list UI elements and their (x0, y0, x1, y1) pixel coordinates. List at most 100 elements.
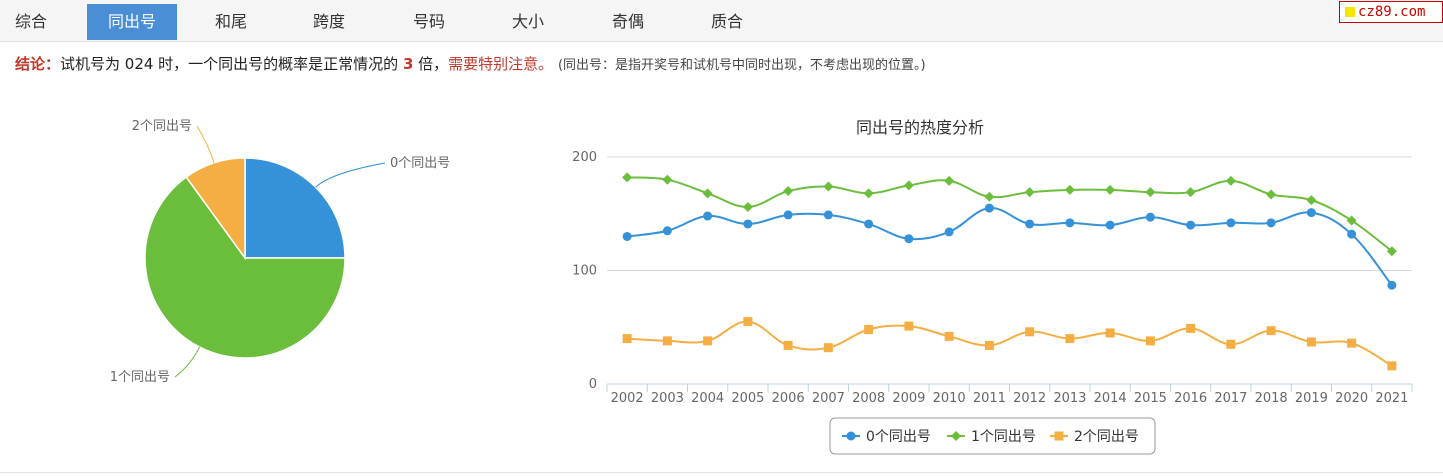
data-point[interactable] (1306, 337, 1316, 347)
data-point[interactable] (1186, 220, 1196, 230)
tab-tongchuhao[interactable]: 同出号 (87, 4, 177, 40)
data-point[interactable] (662, 336, 672, 346)
legend-item[interactable]: 0个同出号 (866, 429, 931, 445)
data-point[interactable] (944, 331, 954, 341)
data-point[interactable] (1387, 280, 1397, 290)
data-point[interactable] (984, 191, 995, 202)
data-point[interactable] (864, 219, 874, 229)
series-line (627, 320, 1393, 367)
data-point[interactable] (1024, 187, 1035, 198)
data-point[interactable] (1226, 339, 1236, 349)
data-point[interactable] (904, 234, 914, 244)
x-tick-label: 2007 (812, 391, 845, 406)
data-point[interactable] (944, 227, 954, 237)
data-point[interactable] (703, 211, 713, 221)
tab-qiou[interactable]: 奇偶 (611, 12, 644, 31)
data-point[interactable] (944, 175, 955, 186)
x-tick-label: 2005 (731, 391, 764, 406)
pie-leader-line (196, 125, 215, 164)
data-point[interactable] (622, 172, 633, 183)
x-tick-label: 2011 (973, 391, 1006, 406)
pie-label: 1个同出号 (110, 370, 170, 385)
data-point[interactable] (1266, 326, 1276, 336)
data-point[interactable] (1266, 189, 1277, 200)
pie-slice[interactable] (144, 176, 346, 359)
chart-title: 同出号的热度分析 (856, 118, 984, 137)
data-point[interactable] (1065, 334, 1075, 344)
y-tick-label: 0 (589, 377, 597, 392)
data-point[interactable] (1347, 229, 1357, 239)
bottom-divider (0, 472, 1443, 473)
line-chart: 同出号的热度分析 0 100 200 2002 2003 2004 2005 2006 2007 2… (572, 118, 1413, 455)
tab-kuadu[interactable]: 跨度 (312, 12, 345, 31)
data-point[interactable] (662, 174, 673, 185)
legend-marker[interactable] (951, 431, 961, 441)
tab-daxiao[interactable]: 大小 (511, 12, 544, 31)
logo-text: cz89.com (1358, 4, 1426, 20)
legend-marker[interactable] (1054, 431, 1064, 441)
data-point[interactable] (1347, 338, 1357, 348)
data-point[interactable] (1065, 218, 1075, 228)
legend-item[interactable]: 2个同出号 (1074, 429, 1139, 445)
tab-zhihe[interactable]: 质合 (710, 12, 743, 31)
x-tick-label: 2012 (1013, 391, 1046, 406)
legend-item[interactable]: 1个同出号 (971, 429, 1036, 445)
data-point[interactable] (1186, 323, 1196, 333)
series-line (626, 207, 1393, 286)
data-point[interactable] (1266, 218, 1276, 228)
data-point[interactable] (1306, 195, 1317, 206)
data-point[interactable] (1145, 336, 1155, 346)
data-point[interactable] (783, 340, 793, 350)
data-point[interactable] (1225, 175, 1236, 186)
data-point[interactable] (783, 186, 794, 197)
tab-hewei[interactable]: 和尾 (214, 12, 247, 31)
conclusion-lead: 结论： (15, 55, 61, 73)
x-tick-label: 2014 (1094, 391, 1127, 406)
data-point[interactable] (622, 231, 632, 241)
data-point[interactable] (1346, 215, 1357, 226)
data-point[interactable] (1185, 187, 1196, 198)
x-tick-label: 2002 (611, 391, 644, 406)
data-point[interactable] (743, 219, 753, 229)
data-point[interactable] (1105, 220, 1115, 230)
conclusion-warning: 需要特别注意。 (448, 55, 554, 73)
pie-chart: 0个同出号 1个同出号 2个同出号 (110, 119, 451, 385)
x-tick-label: 2010 (933, 391, 966, 406)
data-point[interactable] (863, 188, 874, 199)
x-tick-label: 2016 (1174, 391, 1207, 406)
data-point[interactable] (1105, 328, 1115, 338)
data-point[interactable] (703, 336, 713, 346)
data-point[interactable] (622, 334, 632, 344)
data-point[interactable] (823, 181, 834, 192)
data-point[interactable] (823, 210, 833, 220)
data-point[interactable] (1025, 327, 1035, 337)
data-point[interactable] (743, 317, 753, 327)
data-point[interactable] (904, 321, 914, 331)
legend-marker[interactable] (846, 431, 856, 441)
data-point[interactable] (1387, 361, 1397, 371)
pie-label: 2个同出号 (132, 119, 192, 134)
data-point[interactable] (1145, 212, 1155, 222)
x-tick-label: 2021 (1375, 391, 1408, 406)
data-point[interactable] (662, 226, 672, 236)
data-point[interactable] (783, 210, 793, 220)
tab-haoma[interactable]: 号码 (412, 12, 445, 31)
data-point[interactable] (903, 180, 914, 191)
x-tick-label: 2008 (852, 391, 885, 406)
site-logo[interactable]: cz89.com (1339, 1, 1443, 23)
data-point[interactable] (1226, 218, 1236, 228)
data-point[interactable] (1306, 208, 1316, 218)
data-point[interactable] (823, 343, 833, 353)
data-point[interactable] (742, 201, 753, 212)
data-point[interactable] (1064, 184, 1075, 195)
tab-zonghe[interactable]: 综合 (14, 12, 47, 31)
data-point[interactable] (984, 340, 994, 350)
data-point[interactable] (984, 203, 994, 213)
data-point[interactable] (864, 325, 874, 335)
data-point[interactable] (702, 188, 713, 199)
data-point[interactable] (1025, 219, 1035, 229)
data-point[interactable] (1105, 184, 1116, 195)
data-point[interactable] (1386, 246, 1397, 257)
pie-slice[interactable] (244, 157, 346, 259)
data-point[interactable] (1145, 187, 1156, 198)
